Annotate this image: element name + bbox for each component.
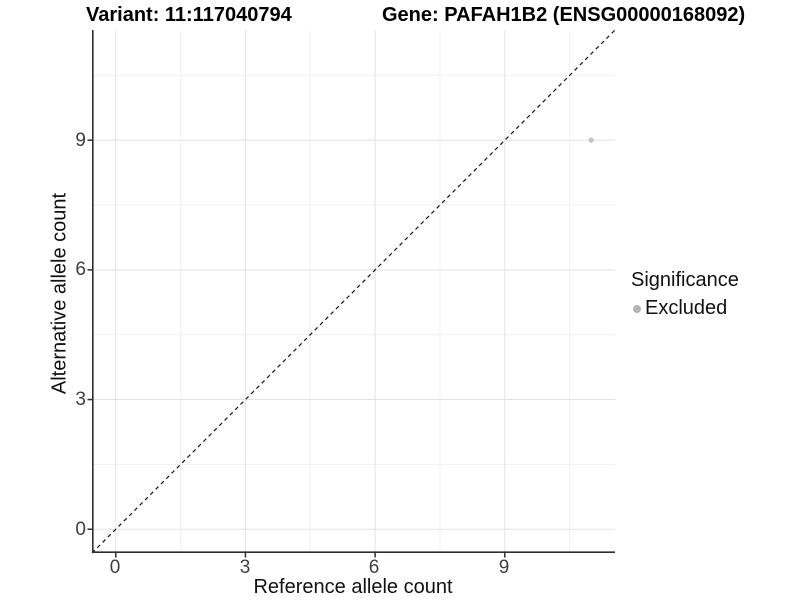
y-axis-title: Alternative allele count: [48, 192, 71, 395]
legend-item-excluded: Excluded: [633, 297, 739, 320]
excluded-point-icon: [633, 304, 641, 313]
y-tick-label-0: 0: [75, 519, 86, 540]
x-tick-label-0: 0: [109, 557, 121, 578]
x-axis-title: Reference allele count: [253, 576, 453, 598]
y-tick-label-3: 3: [75, 389, 86, 410]
y-tick-label-6: 6: [75, 259, 86, 280]
x-tick-label-3: 3: [239, 557, 251, 578]
x-tick-label-6: 6: [368, 557, 380, 578]
x-tick-label-9: 9: [498, 557, 510, 578]
legend-title: Significance: [631, 269, 739, 291]
plot-panel-svg: [87, 29, 616, 558]
legend-item-label: Excluded: [645, 297, 728, 319]
identity-line: [91, 29, 616, 554]
legend: Significance Excluded: [631, 269, 739, 320]
gene-title: Gene: PAFAH1B2 (ENSG00000168092): [382, 4, 746, 26]
data-point: [588, 137, 594, 143]
plot-panel: [87, 29, 616, 558]
variant-title: Variant: 11:117040794: [86, 4, 292, 26]
y-tick-label-9: 9: [75, 130, 86, 151]
